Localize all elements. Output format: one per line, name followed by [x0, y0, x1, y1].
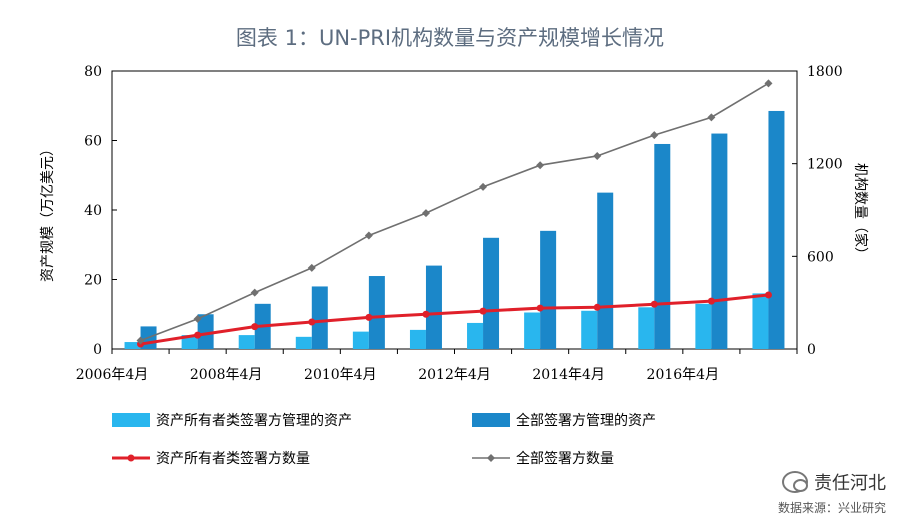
bar-owner-assets-2012	[467, 322, 484, 349]
all-count-point-2009	[307, 263, 316, 272]
all-count-point-2006	[136, 336, 145, 345]
bar-owner-assets-2010	[352, 331, 369, 349]
all-count-point-2014	[593, 151, 602, 160]
owner-count-point-2013	[536, 304, 544, 312]
right-tick-label: 600	[807, 249, 834, 265]
chart-title: 图表 1：UN-PRI机构数量与资产规模增长情况	[235, 26, 665, 50]
plot-frame	[111, 70, 798, 350]
all-count-point-2007	[193, 314, 202, 323]
left-tick-label: 20	[84, 273, 102, 289]
bar-owner-assets-2014	[581, 310, 598, 349]
bar-all-assets-2016	[711, 133, 728, 349]
x-tick-label: 2010年4月	[304, 367, 377, 383]
right-tick-label: 0	[807, 342, 816, 358]
bar-owner-assets-2007	[181, 335, 198, 349]
chat-bubble-icon	[782, 471, 808, 493]
bar-all-assets-2017	[768, 110, 785, 350]
right-axis-label: 机构数量（家）	[852, 163, 869, 261]
bar-owner-assets-2017	[752, 293, 769, 349]
all-count-point-2008	[250, 288, 259, 297]
legend-item: 资产所有者类签署方数量	[112, 450, 310, 467]
left-tick-label: 0	[93, 342, 102, 358]
x-tick-label: 2016年4月	[647, 367, 720, 383]
bar-all-assets-2007	[197, 314, 214, 349]
all-count-point-2011	[421, 209, 430, 218]
owner-count-point-2007	[194, 331, 202, 339]
bar-all-assets-2009	[311, 286, 328, 349]
watermark: 责任河北 数据来源：兴业研究	[666, 469, 886, 516]
all-count-point-2012	[479, 182, 488, 191]
owner-count-point-2014	[593, 303, 601, 311]
line-all-count	[140, 82, 769, 342]
right-tick-label: 1800	[807, 64, 843, 80]
plot-border	[111, 70, 798, 350]
x-tick-label: 2012年4月	[418, 367, 491, 383]
owner-count-point-2008	[251, 323, 259, 331]
all-count-point-2015	[650, 131, 659, 140]
all-count-point-2013	[536, 161, 545, 170]
legend-swatch	[112, 413, 150, 427]
legend-label: 资产所有者类签署方管理的资产	[156, 412, 352, 429]
legend-label: 全部签署方管理的资产	[516, 412, 656, 429]
legend-label: 全部签署方数量	[516, 450, 614, 467]
line-layer	[136, 79, 773, 348]
owner-count-point-2017	[764, 291, 772, 299]
left-tick-label: 80	[84, 64, 102, 80]
left-tick-label: 40	[84, 203, 102, 219]
bar-owner-assets-2013	[524, 312, 541, 349]
bar-all-assets-2015	[654, 143, 671, 349]
bar-owner-assets-2008	[238, 335, 255, 349]
tick-layer: 0 20 40 60 80 0 600 1200 1800 2006年4月 2008年4月 2010年…	[76, 64, 843, 383]
legend-label: 资产所有者类签署方数量	[156, 450, 310, 467]
legend-item: 资产所有者类签署方管理的资产	[112, 412, 352, 429]
owner-count-point-2009	[308, 318, 316, 326]
bar-all-assets-2011	[425, 265, 442, 349]
bar-all-assets-2010	[368, 276, 385, 349]
x-tick-label: 2014年4月	[532, 367, 605, 383]
left-axis-label: 资产规模（万亿美元）	[40, 142, 56, 282]
bar-all-assets-2012	[483, 237, 500, 349]
owner-count-point-2011	[422, 310, 430, 318]
bar-owner-assets-2006	[124, 342, 141, 349]
watermark-source: 数据来源：兴业研究	[777, 501, 886, 515]
legend-marker	[487, 454, 495, 462]
bar-owner-assets-2009	[295, 336, 312, 349]
owner-count-point-2015	[650, 300, 658, 308]
legend-swatch	[472, 413, 510, 427]
owner-count-point-2016	[707, 297, 715, 305]
owner-count-point-2010	[365, 313, 373, 321]
owner-count-point-2012	[479, 307, 487, 315]
legend-marker	[127, 454, 135, 462]
all-count-point-2016	[707, 113, 716, 122]
line-owner-count	[140, 293, 769, 346]
x-tick-label: 2006年4月	[76, 367, 149, 383]
bar-all-assets-2013	[540, 230, 557, 349]
all-count-point-2010	[364, 231, 373, 240]
x-tick-label: 2008年4月	[190, 367, 263, 383]
watermark-brand-text: 责任河北	[814, 473, 886, 494]
all-count-point-2017	[764, 79, 773, 88]
left-tick-label: 60	[84, 134, 102, 150]
bar-owner-assets-2011	[409, 329, 426, 349]
right-tick-label: 1200	[807, 157, 843, 173]
legend-item: 全部签署方管理的资产	[472, 412, 656, 429]
watermark-brand: 责任河北	[666, 469, 886, 495]
bar-all-assets-2014	[597, 192, 614, 349]
legend-item: 全部签署方数量	[472, 450, 614, 467]
bar-owner-assets-2016	[695, 303, 712, 349]
bar-owner-assets-2015	[638, 307, 655, 349]
